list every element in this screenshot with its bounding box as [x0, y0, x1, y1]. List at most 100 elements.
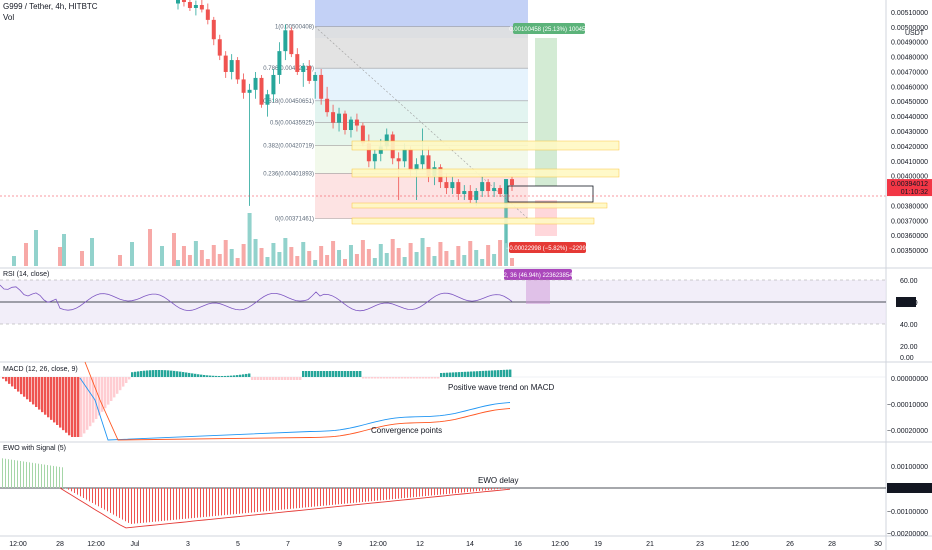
- ewo-bar: [293, 488, 294, 509]
- macd-bar: [347, 371, 350, 377]
- volume-bar: [265, 257, 270, 266]
- ewo-bar: [137, 488, 138, 524]
- macd-label[interactable]: MACD (12, 26, close, 9): [3, 366, 78, 373]
- ewo-bar: [482, 488, 483, 491]
- rsi-value-tag: [896, 297, 916, 307]
- candle-body: [420, 155, 425, 165]
- macd-bar: [89, 377, 92, 427]
- macd-bar: [323, 371, 326, 377]
- ewo-tick-label: −0.00200000: [887, 531, 928, 538]
- macd-bar: [419, 377, 422, 379]
- macd-tick-label: −0.00020000: [887, 428, 928, 435]
- volume-bar: [402, 257, 407, 266]
- macd-bar: [473, 371, 476, 377]
- ewo-bar: [47, 465, 48, 488]
- ewo-bar: [446, 488, 447, 495]
- macd-bar: [77, 377, 80, 437]
- macd-bar: [395, 377, 398, 379]
- price-tick-label: 0.00350000: [891, 248, 928, 255]
- time-axis[interactable]: 12:00 28 12:00 Jul 3 5 7 9 12:00 12 14 16 12:00 19 21 2…: [9, 541, 882, 548]
- volume-bar: [438, 242, 443, 266]
- macd-bar: [299, 377, 302, 380]
- stop-label: −0.00022998 (−5.82%) −22998: [506, 246, 590, 252]
- ewo-label[interactable]: EWO with Signal (5): [3, 445, 67, 452]
- time-tick-label: 9: [338, 541, 342, 548]
- candle-body: [510, 179, 514, 186]
- candle-body: [229, 60, 234, 72]
- ewo-bar: [365, 488, 366, 502]
- ewo-bar: [434, 488, 435, 496]
- candle-body: [372, 153, 377, 162]
- countdown-value: 01:10:32: [901, 189, 928, 196]
- volume-bar: [462, 255, 467, 266]
- macd-bar: [179, 371, 182, 377]
- position-tools[interactable]: 0.00100458 (25.13%) 100458 −0.00022998 (−…: [0, 23, 886, 280]
- volume-bar: [172, 233, 176, 266]
- volume-bar: [62, 234, 66, 266]
- volume-bar: [426, 247, 431, 266]
- macd-bar: [458, 372, 461, 377]
- macd-bar: [449, 372, 452, 377]
- macd-bar: [407, 377, 410, 379]
- volume-label[interactable]: Vol: [3, 13, 15, 22]
- rsi-label[interactable]: RSI (14, close): [3, 271, 50, 278]
- macd-bar: [413, 377, 416, 379]
- annotation-macd-trend[interactable]: Positive wave trend on MACD: [448, 383, 554, 392]
- macd-bar: [143, 370, 146, 377]
- ewo-bar: [479, 488, 480, 491]
- macd-bar: [11, 377, 14, 387]
- ewo-bar: [179, 488, 180, 520]
- macd-bar: [134, 371, 137, 377]
- volume-bar: [217, 254, 222, 266]
- time-tick-label: 28: [56, 541, 64, 548]
- ewo-bar: [368, 488, 369, 502]
- annotation-convergence[interactable]: Convergence points: [371, 426, 442, 435]
- symbol-title[interactable]: G999 / Tether, 4h, HITBTC: [3, 2, 98, 11]
- macd-bar: [476, 371, 479, 377]
- price-axis[interactable]: 0.00510000 0.00500000 0.00490000 0.00480000…: [887, 10, 932, 255]
- ewo-bar: [146, 488, 147, 523]
- ewo-bar: [362, 488, 363, 503]
- macd-bar: [443, 372, 446, 377]
- ewo-bar: [26, 461, 27, 488]
- ewo-bar: [347, 488, 348, 504]
- ewo-histogram: [2, 458, 510, 524]
- macd-bar: [257, 377, 260, 380]
- macd-bar: [137, 371, 140, 377]
- ewo-tick-label: −0.00100000: [887, 509, 928, 516]
- macd-bar: [50, 377, 53, 420]
- macd-bar: [65, 377, 68, 433]
- macd-bar: [455, 372, 458, 377]
- ewo-bar: [125, 488, 126, 522]
- macd-bar: [2, 377, 5, 379]
- supply-zone: [351, 217, 595, 225]
- fib-level-label: 0.236(0.00401893): [263, 171, 314, 177]
- ewo-bar: [494, 488, 495, 490]
- volume-bar: [474, 250, 479, 266]
- ewo-bar: [281, 488, 282, 510]
- macd-bar: [98, 377, 101, 416]
- volume-bar: [498, 240, 503, 266]
- ewo-bar: [308, 488, 309, 508]
- macd-bar: [83, 377, 86, 434]
- macd-bar: [56, 377, 59, 425]
- macd-bar: [239, 374, 242, 377]
- volume-bar: [414, 252, 419, 266]
- ewo-bar: [338, 488, 339, 505]
- macd-bar: [86, 377, 89, 430]
- macd-bar: [218, 375, 221, 377]
- candle-body: [396, 158, 401, 162]
- macd-bar: [470, 371, 473, 377]
- ewo-bar: [452, 488, 453, 494]
- macd-bar: [221, 375, 224, 377]
- candle-body: [384, 134, 389, 147]
- annotation-ewo-delay[interactable]: EWO delay: [478, 476, 518, 485]
- fib-level-label: 0.786(0.00472519): [263, 66, 314, 72]
- candle-body: [492, 188, 497, 192]
- range-label-bg: [504, 269, 572, 280]
- volume-bar: [235, 258, 240, 266]
- ewo-bar: [425, 488, 426, 497]
- price-tick-label: 0.00500000: [891, 25, 928, 32]
- macd-bar: [233, 375, 236, 377]
